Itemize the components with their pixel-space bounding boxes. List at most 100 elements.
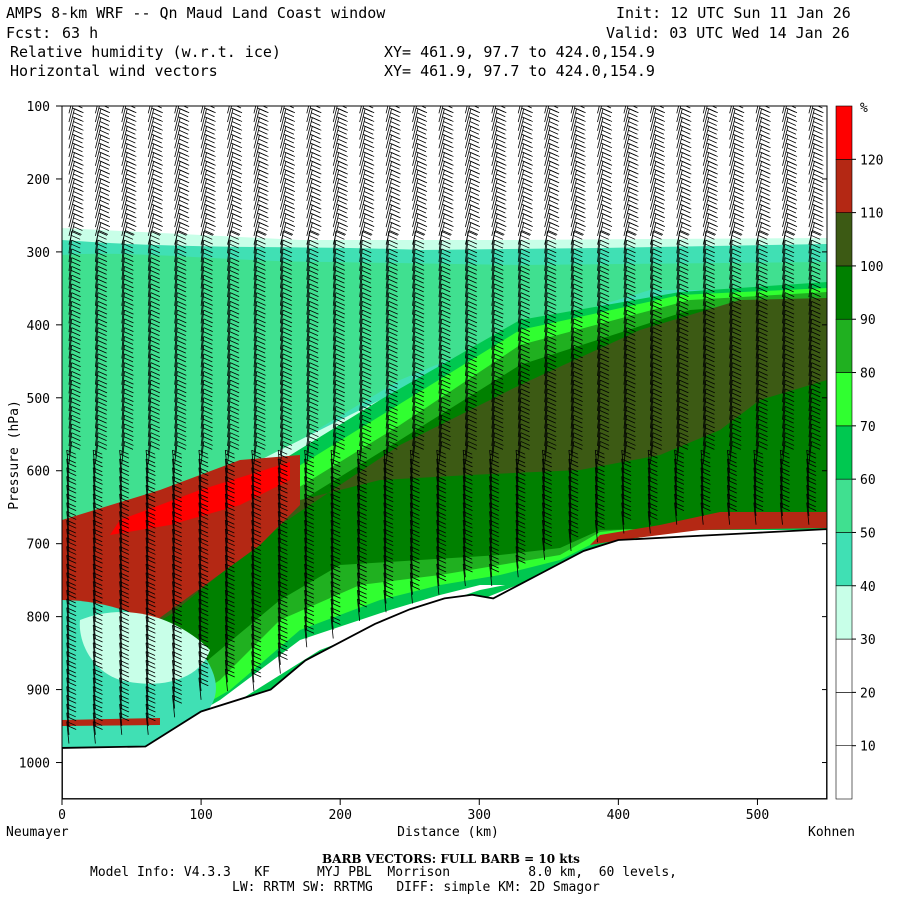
wind-barb — [702, 406, 716, 429]
wind-barb — [412, 353, 425, 376]
wind-barb — [438, 230, 451, 254]
wind-barb — [279, 423, 293, 446]
wind-barb — [147, 309, 161, 333]
wind-barb — [253, 301, 266, 324]
wind-barb — [330, 607, 341, 630]
wind-barb — [330, 616, 341, 639]
wind-barb — [306, 248, 319, 271]
wind-barb — [464, 106, 468, 114]
wind-barb — [782, 266, 795, 289]
wind-barb — [145, 703, 156, 727]
x-tick-label: 500 — [746, 808, 769, 823]
wind-barb — [279, 379, 293, 403]
wind-barb — [544, 257, 557, 280]
wind-barb — [94, 379, 108, 403]
wind-barb — [649, 230, 663, 254]
wind-barb — [332, 239, 346, 263]
wind-barb — [782, 344, 795, 368]
wind-barb — [121, 406, 134, 429]
wind-barb — [200, 248, 213, 271]
wind-barb — [623, 414, 636, 438]
wind-barb — [94, 406, 108, 429]
wind-barb — [200, 379, 213, 403]
wind-barb — [383, 581, 394, 604]
wind-barb — [198, 677, 209, 700]
wind-barb — [145, 712, 156, 735]
wind-barb — [438, 423, 451, 446]
wind-barb — [570, 362, 583, 385]
wind-barb — [676, 266, 689, 289]
wind-barb — [385, 230, 398, 254]
wind-barb — [808, 406, 821, 429]
wind-barb — [755, 143, 771, 166]
wind-barb — [200, 283, 213, 306]
wind-barb — [412, 406, 425, 429]
wind-barb — [227, 371, 240, 394]
wind-barb — [782, 336, 795, 359]
wind-barb — [517, 152, 533, 175]
wind-barb — [491, 379, 504, 403]
wind-barb — [385, 379, 398, 403]
wind-barb — [359, 266, 372, 289]
wind-barb — [147, 414, 161, 438]
wind-barb — [702, 414, 716, 438]
wind-barb — [332, 362, 346, 385]
wind-barb — [782, 309, 795, 333]
wind-barb — [544, 239, 557, 263]
x-axis: 0 100 200 300 400 500 — [58, 799, 769, 823]
wind-barb — [623, 274, 636, 298]
x-tick-label: 200 — [328, 808, 351, 823]
wind-barb — [174, 406, 187, 429]
wind-barb — [251, 659, 262, 683]
wind-barb — [68, 283, 81, 306]
wind-barb — [702, 371, 716, 394]
wind-barb — [597, 353, 610, 376]
wind-barb — [66, 712, 77, 735]
wind-barb — [729, 283, 742, 306]
wind-barb — [674, 493, 685, 517]
wind-barb — [464, 187, 481, 210]
wind-barb — [359, 353, 372, 376]
wind-barb — [782, 388, 795, 411]
wind-barb — [597, 266, 610, 289]
wind-barb — [517, 239, 531, 263]
wind-barb — [385, 406, 398, 429]
wind-barb — [623, 239, 636, 263]
wind-barb — [808, 318, 821, 341]
wind-barb — [306, 397, 319, 420]
wind-barb — [332, 274, 346, 298]
wind-barb — [808, 362, 821, 385]
wind-barb — [649, 327, 663, 350]
wind-barb — [649, 318, 663, 341]
wind-barb — [702, 106, 706, 114]
wind-barb — [729, 336, 742, 359]
wind-barb — [438, 362, 451, 385]
wind-barb — [649, 283, 663, 306]
wind-barb — [755, 318, 768, 341]
y-tick-label: 300 — [27, 246, 50, 261]
wind-barb — [224, 668, 235, 692]
wind-barb — [438, 379, 451, 403]
wind-barb — [623, 266, 636, 289]
wind-barb — [279, 388, 293, 411]
wind-barb — [597, 336, 610, 359]
wind-barb — [147, 301, 161, 324]
wind-barb — [94, 309, 108, 333]
wind-barb — [253, 423, 266, 446]
wind-barb — [174, 257, 187, 280]
wind-barb — [174, 336, 187, 359]
wind-barb — [359, 406, 372, 429]
wind-barb — [277, 642, 288, 665]
valid-time: Valid: 03 UTC Wed 14 Jan 26 — [606, 24, 850, 42]
wind-barb — [544, 379, 557, 403]
wind-barb — [517, 353, 531, 376]
wind-barb — [385, 318, 398, 341]
wind-barb — [409, 572, 420, 595]
rh-near-surface-band — [62, 718, 160, 726]
wind-barb — [68, 106, 72, 114]
wind-barb — [306, 230, 319, 254]
wind-barb — [147, 344, 161, 368]
wind-barb — [594, 519, 605, 543]
wind-barb — [647, 511, 658, 534]
wind-barb — [227, 292, 240, 315]
